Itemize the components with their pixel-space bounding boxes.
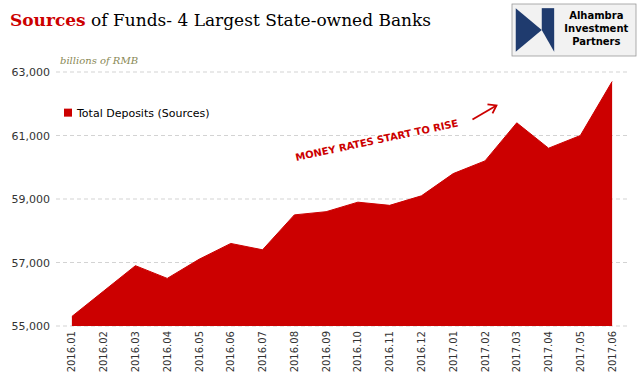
arrow-head (487, 104, 496, 113)
arrow-shaft (472, 105, 496, 119)
x-tick-label: 2016.05 (194, 331, 205, 372)
x-tick-label: 2017.03 (511, 331, 522, 372)
y-tick-label: 59,000 (12, 193, 51, 206)
x-tick-label: 2017.02 (480, 331, 491, 372)
subtitle: billions of RMB (60, 55, 138, 66)
x-tick-label: 2016.03 (130, 331, 141, 372)
x-tick-label: 2017.05 (575, 331, 586, 372)
x-tick-label: 2016.11 (384, 331, 395, 372)
y-tick-label: 63,000 (12, 66, 51, 79)
legend-label: Total Deposits (Sources) (76, 107, 210, 120)
x-tick-label: 2017.04 (543, 331, 554, 372)
y-tick-label: 61,000 (12, 130, 51, 143)
logo-shape (516, 8, 542, 52)
x-tick-label: 2017.06 (607, 331, 618, 372)
y-tick-label: 55,000 (12, 320, 51, 333)
area (72, 82, 612, 326)
area-line (72, 82, 612, 317)
logo-text: Investment (564, 23, 628, 34)
annotation: MONEY RATES START TO RISE (294, 118, 459, 163)
logo-text: Alhambra (569, 10, 623, 21)
logo-shape (542, 30, 554, 52)
x-tick-label: 2016.02 (98, 331, 109, 372)
y-tick-label: 57,000 (12, 257, 51, 270)
logo: Alhambra Investment Partners (512, 4, 636, 56)
x-tick-label: 2017.01 (448, 331, 459, 372)
x-tick-label: 2016.09 (321, 331, 332, 372)
x-tick-label: 2016.12 (416, 331, 427, 372)
logo-box (512, 4, 636, 56)
plot-area (72, 82, 612, 326)
x-tick-label: 2016.10 (352, 331, 363, 372)
title-part: Sources (10, 10, 86, 30)
logo-shape (542, 8, 554, 30)
x-tick-label: 2016.08 (289, 331, 300, 372)
legend-swatch (64, 109, 72, 117)
arrow (472, 104, 496, 119)
x-tick-label: 2016.04 (162, 331, 173, 372)
x-tick-label: 2016.01 (66, 331, 77, 372)
grid-line (56, 72, 628, 73)
title: Sources of Funds- 4 Largest State-owned … (10, 10, 431, 30)
title-part: of Funds- 4 Largest State-owned Banks (86, 10, 431, 30)
grid-line (56, 135, 628, 136)
x-tick-label: 2016.06 (225, 331, 236, 372)
logo-text: Partners (572, 36, 620, 47)
x-tick-label: 2016.07 (257, 331, 268, 372)
